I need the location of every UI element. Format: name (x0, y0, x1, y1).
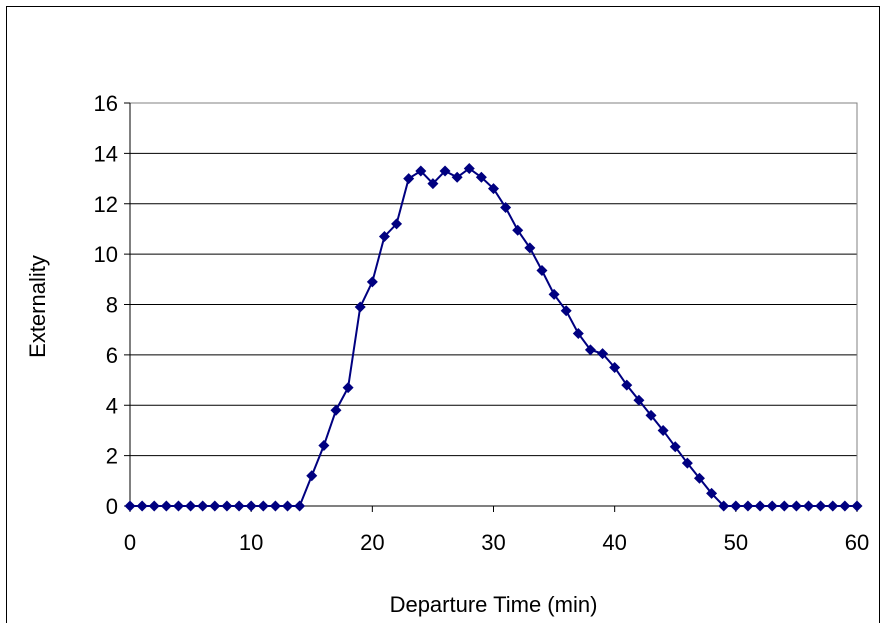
y-tick-label: 8 (106, 293, 118, 318)
data-point (318, 440, 330, 452)
data-point (306, 470, 318, 482)
x-axis-tick-labels: 0 10 20 30 40 50 60 (124, 530, 869, 555)
data-point (839, 500, 851, 512)
data-point (706, 487, 718, 499)
data-point (803, 500, 815, 512)
data-point (197, 500, 209, 512)
data-point (439, 165, 451, 177)
data-point (463, 162, 475, 174)
gridlines (130, 102, 857, 457)
x-tick-label: 20 (360, 530, 384, 555)
x-tick-label: 40 (602, 530, 626, 555)
y-axis-tick-labels: 0 2 4 6 8 10 12 14 16 (94, 91, 118, 519)
y-axis-title: Externality (25, 255, 50, 358)
data-point (584, 344, 596, 356)
data-point (330, 404, 342, 416)
data-point (282, 500, 294, 512)
y-tick-label: 16 (94, 91, 118, 116)
data-point (136, 500, 148, 512)
data-point (730, 500, 742, 512)
data-point (609, 361, 621, 373)
data-point (221, 500, 233, 512)
data-point (754, 500, 766, 512)
data-point (621, 379, 633, 391)
data-point (633, 394, 645, 406)
series-markers (124, 162, 863, 512)
data-point (742, 500, 754, 512)
data-point (148, 500, 160, 512)
x-tick-label: 50 (724, 530, 748, 555)
data-point (524, 242, 536, 254)
data-point (245, 500, 257, 512)
data-point (681, 457, 693, 469)
data-point (500, 202, 512, 214)
data-point (160, 500, 172, 512)
x-tick-label: 60 (845, 530, 869, 555)
data-point (693, 472, 705, 484)
chart-frame (6, 6, 880, 623)
data-point (790, 500, 802, 512)
data-point (718, 500, 730, 512)
data-point (415, 165, 427, 177)
y-tick-label: 4 (106, 393, 118, 418)
y-tick-label: 2 (106, 444, 118, 469)
data-point (669, 441, 681, 453)
data-point (391, 218, 403, 230)
data-point (257, 500, 269, 512)
data-point (354, 301, 366, 313)
x-tick-label: 30 (481, 530, 505, 555)
data-point (536, 264, 548, 276)
data-point (403, 173, 415, 185)
data-point (645, 409, 657, 421)
data-point (597, 348, 609, 360)
data-point (233, 500, 245, 512)
data-point (766, 500, 778, 512)
data-point (657, 424, 669, 436)
data-point (378, 230, 390, 242)
y-tick-label: 14 (94, 141, 118, 166)
data-point (560, 305, 572, 317)
data-point (827, 500, 839, 512)
data-point (475, 171, 487, 183)
x-tick-label: 0 (124, 530, 136, 555)
data-point (778, 500, 790, 512)
y-tick-label: 6 (106, 343, 118, 368)
data-point (815, 500, 827, 512)
data-point (548, 288, 560, 300)
data-point (572, 327, 584, 339)
data-point (366, 276, 378, 288)
data-point (185, 500, 197, 512)
data-point (512, 224, 524, 236)
data-point (451, 171, 463, 183)
x-axis-title: Departure Time (min) (390, 592, 598, 617)
axes (124, 102, 858, 512)
x-tick-label: 10 (239, 530, 263, 555)
data-point (209, 500, 221, 512)
data-point (269, 500, 281, 512)
data-point (851, 500, 863, 512)
data-point (294, 500, 306, 512)
data-point (124, 500, 136, 512)
data-point (172, 500, 184, 512)
data-point (342, 382, 354, 394)
data-point (427, 178, 439, 190)
y-tick-label: 0 (106, 494, 118, 519)
y-tick-label: 12 (94, 192, 118, 217)
y-tick-label: 10 (94, 242, 118, 267)
data-point (488, 183, 499, 195)
